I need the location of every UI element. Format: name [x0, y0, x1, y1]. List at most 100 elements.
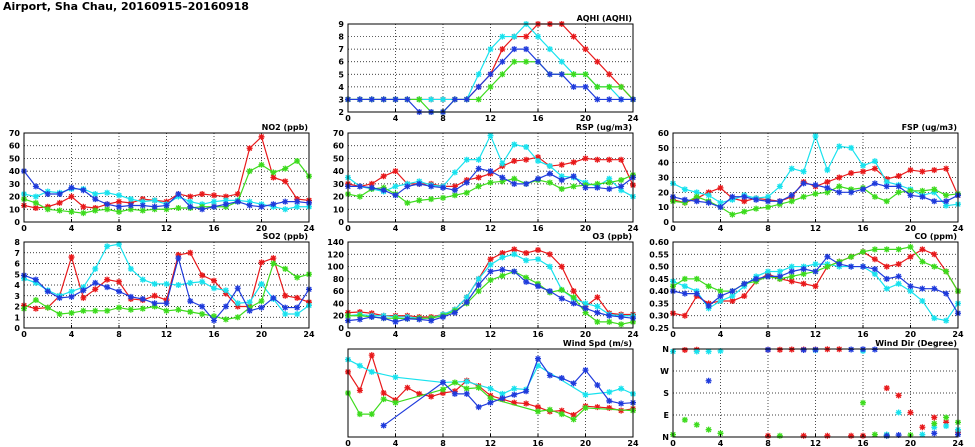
data-point-blue	[546, 170, 553, 177]
data-point-red	[594, 156, 601, 163]
data-point-blue	[606, 312, 613, 319]
data-point-green	[116, 304, 122, 311]
data-point-green	[222, 316, 229, 323]
data-point-blue	[618, 400, 625, 407]
data-point-cyan	[428, 96, 435, 103]
data-point-green	[68, 309, 75, 316]
y-tick-label: 30	[658, 174, 670, 183]
data-point-green	[570, 294, 577, 301]
data-point-green	[717, 288, 724, 295]
data-point-red	[392, 168, 399, 175]
data-point-green	[895, 189, 902, 196]
x-tick-label: 8	[116, 224, 122, 233]
data-point-red	[824, 432, 831, 439]
data-point-green	[582, 71, 589, 78]
data-point-red	[499, 250, 506, 257]
data-point-cyan	[681, 186, 688, 193]
data-point-blue	[104, 201, 111, 208]
y-tick-label: 4	[338, 83, 344, 92]
chart-wind-spd: 0 4 8 12 16 20 24 Wind Spd (m/s)	[345, 339, 639, 447]
data-point-red	[594, 58, 601, 65]
data-point-green	[693, 193, 700, 200]
data-point-blue	[416, 316, 423, 323]
data-point-green	[475, 384, 482, 391]
data-point-cyan	[368, 368, 375, 375]
y-tick-label: N	[662, 433, 669, 442]
data-point-blue	[606, 96, 613, 103]
data-point-red	[80, 203, 87, 210]
data-point-cyan	[511, 385, 518, 392]
chart-title: CO (ppm)	[914, 232, 957, 241]
y-tick-label: 0.45	[649, 275, 669, 284]
data-point-blue	[475, 282, 482, 288]
data-point-red	[270, 174, 277, 181]
data-point-green	[848, 253, 855, 260]
y-tick-label: 60	[333, 287, 345, 296]
data-point-green	[871, 246, 878, 253]
data-point-cyan	[451, 169, 458, 176]
data-point-red	[368, 352, 375, 359]
data-point-blue	[270, 201, 277, 208]
data-point-red	[32, 305, 39, 312]
data-point-red	[717, 184, 724, 191]
data-point-green	[753, 205, 760, 212]
data-point-green	[294, 157, 301, 164]
data-point-blue	[836, 261, 843, 268]
data-point-blue	[836, 189, 843, 196]
data-point-blue	[535, 355, 541, 362]
data-point-red	[895, 261, 902, 268]
data-point-blue	[883, 432, 890, 439]
y-tick-label: 9	[338, 20, 344, 29]
data-point-cyan	[717, 297, 724, 304]
data-point-blue	[523, 278, 530, 285]
y-tick-label: 60	[658, 129, 670, 138]
data-point-red	[234, 191, 241, 198]
data-point-red	[871, 165, 878, 172]
data-point-blue	[368, 313, 375, 320]
y-tick-label: 2	[14, 303, 20, 312]
data-point-cyan	[582, 300, 589, 307]
data-point-blue	[535, 58, 541, 65]
data-point-cyan	[883, 285, 890, 292]
data-point-green	[741, 208, 748, 215]
x-tick-label: 16	[857, 330, 869, 339]
data-point-cyan	[499, 390, 506, 397]
y-tick-label: 140	[327, 238, 344, 247]
data-point-red	[104, 276, 111, 283]
data-point-cyan	[294, 203, 301, 210]
y-tick-label: W	[660, 367, 669, 376]
data-point-cyan	[151, 280, 158, 287]
data-point-red	[380, 173, 387, 180]
x-tick-label: 24	[303, 224, 315, 233]
data-point-green	[618, 321, 625, 328]
y-tick-label: 0.25	[649, 324, 669, 333]
data-point-red	[511, 399, 518, 406]
data-point-blue	[558, 71, 565, 78]
data-point-blue	[270, 294, 277, 301]
data-point-cyan	[919, 431, 926, 438]
data-point-blue	[163, 300, 170, 307]
data-point-red	[211, 277, 217, 284]
chart-title: NO2 (ppb)	[262, 123, 308, 132]
data-point-cyan	[824, 167, 831, 174]
data-point-red	[943, 419, 950, 426]
y-tick-label: 40	[9, 167, 21, 176]
data-point-green	[258, 298, 265, 305]
data-point-cyan	[475, 275, 482, 282]
data-point-green	[475, 96, 482, 103]
y-tick-label: 8	[338, 33, 344, 42]
data-point-blue	[883, 275, 890, 282]
y-tick-label: 70	[333, 129, 345, 138]
data-point-blue	[487, 399, 494, 406]
data-point-green	[428, 196, 435, 203]
data-point-red	[187, 193, 194, 200]
data-point-green	[92, 307, 99, 314]
data-point-red	[428, 393, 435, 400]
data-point-green	[246, 168, 253, 175]
data-point-cyan	[127, 265, 134, 272]
y-tick-label: 20	[658, 188, 670, 197]
data-point-blue	[594, 184, 601, 191]
data-point-green	[570, 183, 577, 190]
data-point-green	[582, 309, 589, 316]
x-tick-label: 20	[580, 330, 592, 339]
